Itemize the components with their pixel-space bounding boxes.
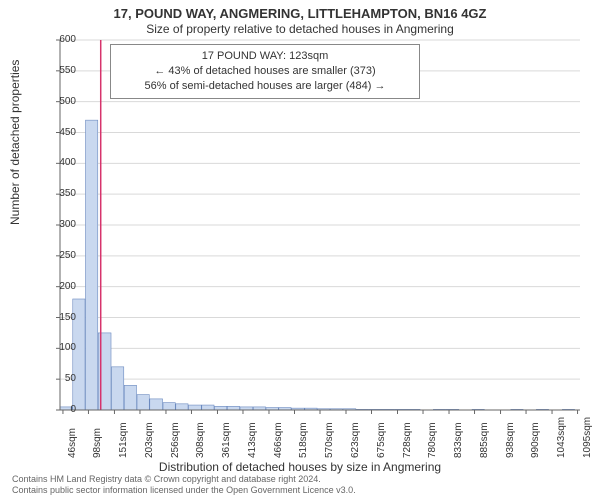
x-tick-label: 203sqm xyxy=(144,422,155,458)
x-tick-label: 623sqm xyxy=(350,422,361,458)
y-tick-label: 0 xyxy=(42,404,76,415)
x-axis-label: Distribution of detached houses by size … xyxy=(0,460,600,474)
info-box: 17 POUND WAY: 123sqm ← 43% of detached h… xyxy=(110,44,420,99)
x-tick-label: 990sqm xyxy=(530,422,541,458)
y-tick-label: 100 xyxy=(42,342,76,353)
x-tick-label: 518sqm xyxy=(298,422,309,458)
x-tick-label: 938sqm xyxy=(505,422,516,458)
footer-line-1: Contains HM Land Registry data © Crown c… xyxy=(12,474,356,485)
x-tick-label: 1095sqm xyxy=(582,417,593,458)
info-line-1: 17 POUND WAY: 123sqm xyxy=(119,49,411,64)
y-tick-label: 400 xyxy=(42,157,76,168)
x-tick-label: 46sqm xyxy=(67,428,78,458)
info-line-3: 56% of semi-detached houses are larger (… xyxy=(119,79,411,94)
x-tick-label: 885sqm xyxy=(479,422,490,458)
x-tick-label: 675sqm xyxy=(376,422,387,458)
y-tick-label: 600 xyxy=(42,34,76,45)
x-tick-label: 833sqm xyxy=(453,422,464,458)
y-tick-label: 350 xyxy=(42,188,76,199)
page-subtitle: Size of property relative to detached ho… xyxy=(0,22,600,36)
x-tick-label: 780sqm xyxy=(427,422,438,458)
x-tick-label: 308sqm xyxy=(195,422,206,458)
footer: Contains HM Land Registry data © Crown c… xyxy=(12,474,356,496)
footer-line-2: Contains public sector information licen… xyxy=(12,485,356,496)
y-tick-label: 550 xyxy=(42,65,76,76)
x-tick-label: 570sqm xyxy=(324,422,335,458)
y-tick-label: 300 xyxy=(42,219,76,230)
y-tick-label: 150 xyxy=(42,312,76,323)
y-tick-label: 50 xyxy=(42,373,76,384)
x-tick-label: 361sqm xyxy=(221,422,232,458)
y-axis-label: Number of detached properties xyxy=(8,60,22,225)
y-tick-label: 500 xyxy=(42,96,76,107)
page-title: 17, POUND WAY, ANGMERING, LITTLEHAMPTON,… xyxy=(0,6,600,21)
x-tick-label: 1043sqm xyxy=(556,417,567,458)
info-line-2: ← 43% of detached houses are smaller (37… xyxy=(119,64,411,79)
x-tick-label: 466sqm xyxy=(273,422,284,458)
x-tick-label: 413sqm xyxy=(247,422,258,458)
x-tick-label: 256sqm xyxy=(170,422,181,458)
x-tick-label: 98sqm xyxy=(92,428,103,458)
y-tick-label: 450 xyxy=(42,127,76,138)
x-tick-label: 151sqm xyxy=(118,422,129,458)
y-tick-label: 200 xyxy=(42,281,76,292)
x-tick-label: 728sqm xyxy=(402,422,413,458)
y-tick-label: 250 xyxy=(42,250,76,261)
